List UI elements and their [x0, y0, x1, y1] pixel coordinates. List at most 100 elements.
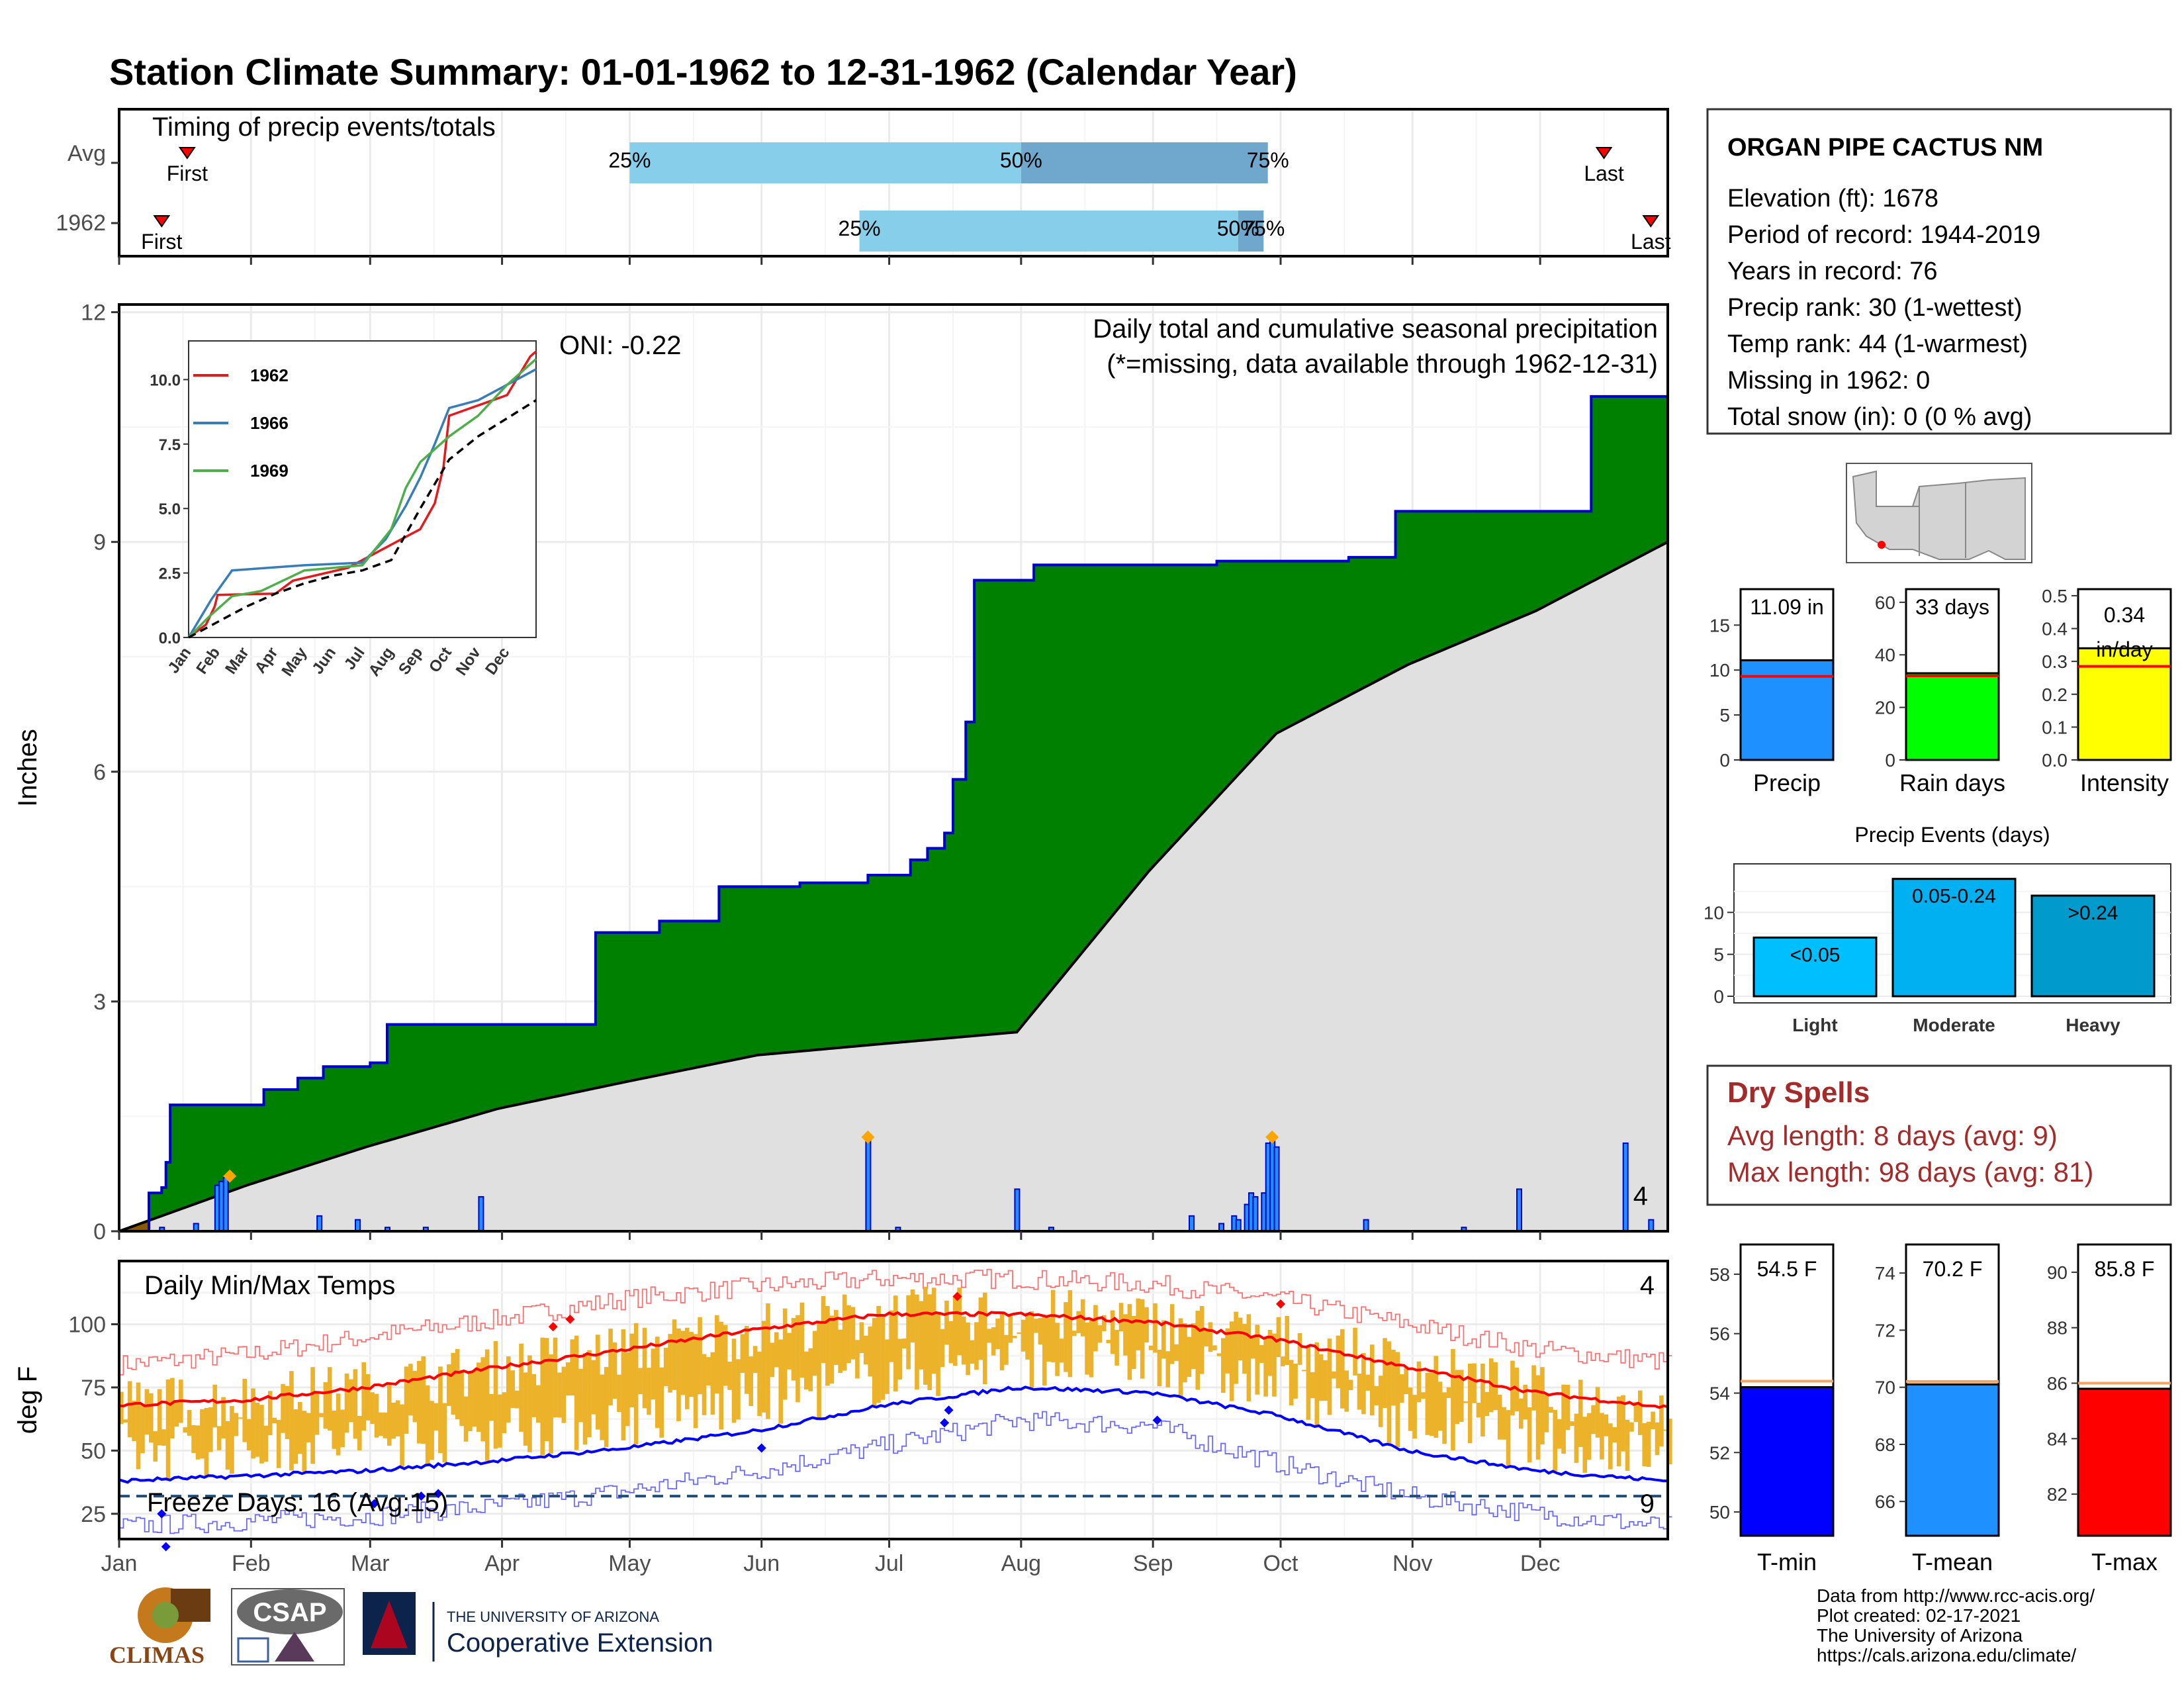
daily-temp-bar: [1216, 1353, 1222, 1356]
daily-temp-bar: [1433, 1356, 1439, 1438]
daily-temp-bar: [1161, 1320, 1166, 1359]
month-label: Jun: [743, 1551, 780, 1576]
daily-temp-bar: [761, 1321, 766, 1413]
precip-anomaly-segment: [854, 882, 860, 1047]
daily-temp-bar: [749, 1356, 754, 1407]
precip-anomaly-segment: [1059, 564, 1064, 982]
daily-temp-bar: [1467, 1364, 1473, 1444]
timing-last-label: Last: [1631, 230, 1671, 254]
daily-temp-bar: [1314, 1342, 1320, 1426]
precip-anomaly-segment: [795, 886, 801, 1053]
events-y-tick-label: 10: [1704, 902, 1724, 923]
daily-temp-bar: [1549, 1407, 1553, 1413]
daily-temp-bar: [1093, 1305, 1098, 1352]
daily-temp-bar: [531, 1374, 537, 1417]
precip-anomaly-segment: [1068, 564, 1073, 971]
summary-y-tick-label: 0.0: [2042, 750, 2068, 771]
daily-temp-bar: [978, 1297, 983, 1360]
precip-anomaly-segment: [765, 886, 771, 1055]
precip-anomaly-segment: [574, 1024, 579, 1094]
inset-normal-line: [188, 399, 537, 639]
events-bar-label: <0.05: [1790, 944, 1841, 966]
temp-y-tick-label: 70: [1875, 1378, 1895, 1398]
precip-anomaly-segment: [727, 886, 733, 1062]
daily-temp-bar: [200, 1409, 205, 1459]
timing-bar-50-75: [1238, 211, 1264, 252]
temp-value-label: 54.5 F: [1757, 1257, 1817, 1281]
footer-line: Data from http://www.rcc-acis.org/: [1817, 1585, 2095, 1606]
precip-anomaly-segment: [825, 882, 831, 1050]
precip-anomaly-segment: [1348, 557, 1353, 696]
precip-anomaly-segment: [212, 1104, 218, 1198]
precip-anomaly-segment: [1250, 561, 1255, 762]
summary-y-tick-label: 15: [1709, 615, 1730, 635]
inset-series-1969: [187, 357, 537, 639]
precip-anomaly-segment: [1336, 561, 1341, 703]
daily-temp-bar: [1263, 1336, 1268, 1397]
precip-anomaly-segment: [612, 932, 617, 1086]
daily-temp-bar: [459, 1370, 464, 1427]
precip-anomaly-segment: [174, 1104, 179, 1212]
precip-anomaly-segment: [680, 920, 686, 1072]
daily-temp-bar: [1540, 1367, 1545, 1445]
precip-anomaly-segment: [544, 1024, 549, 1100]
precip-anomaly-segment: [1416, 510, 1422, 662]
precip-anomaly-segment: [395, 1024, 400, 1139]
precip-anomaly-segment: [523, 1024, 528, 1104]
summary-y-tick-label: 0.5: [2042, 586, 2068, 606]
precip-anomaly-segment: [255, 1104, 260, 1184]
daily-temp-bar: [514, 1390, 520, 1409]
precip-anomaly-segment: [365, 1066, 371, 1148]
precip-anomaly-segment: [1331, 561, 1337, 706]
precip-anomaly-segment: [1437, 510, 1443, 653]
record-low-envelope: [119, 1411, 1672, 1534]
timing-p75-label: 75%: [1247, 148, 1289, 172]
temp-bar-label: T-mean: [1912, 1548, 1993, 1575]
precip-anomaly-segment: [1148, 564, 1154, 872]
daily-temp-bar: [600, 1374, 605, 1440]
daily-temp-bar: [625, 1352, 630, 1427]
precip-anomaly-segment: [480, 1024, 486, 1115]
precip-anomaly-segment: [821, 882, 826, 1050]
events-category-label: Light: [1792, 1015, 1837, 1035]
precip-anomaly-segment: [1203, 564, 1209, 813]
inset-y-tick-label: 2.5: [159, 565, 181, 583]
daily-temp-bar: [1297, 1333, 1302, 1365]
precip-anomaly-segment: [1633, 396, 1639, 561]
precip-anomaly-segment: [1535, 510, 1541, 612]
events-bar-Light: [1752, 936, 1878, 998]
precip-anomaly-segment: [488, 1024, 494, 1112]
daily-temp-bar: [191, 1425, 196, 1454]
daily-temp-bar: [566, 1362, 570, 1396]
record-high-count: 4: [1640, 1271, 1655, 1300]
precip-anomaly-segment: [756, 886, 762, 1056]
precip-anomaly-segment: [463, 1024, 469, 1119]
precip-anomaly-segment: [905, 874, 911, 1043]
daily-precip-bar: [316, 1215, 323, 1232]
summary-value-label: 11.09 in: [1750, 595, 1824, 619]
precip-anomaly-segment: [561, 1024, 567, 1096]
daily-temp-bar: [838, 1329, 843, 1374]
daily-temp-bar: [230, 1406, 234, 1474]
precip-anomaly-segment: [1254, 561, 1260, 757]
summary-bar-Rain days: [1905, 672, 2000, 761]
inset-y-tick-label: 5.0: [159, 500, 181, 518]
daily-temp-bar: [987, 1329, 992, 1343]
daily-temp-bar: [999, 1313, 1005, 1371]
record-low-marker: [161, 1542, 171, 1552]
timing-p50-label: 50%: [1217, 216, 1259, 240]
daily-temp-bar: [1370, 1344, 1375, 1416]
timing-last-marker: [1595, 147, 1613, 160]
precip-anomaly-segment: [850, 882, 856, 1047]
timing-bar-25-50: [859, 211, 1238, 252]
temp-y-tick-label: 25: [81, 1502, 106, 1527]
precip-anomaly-segment: [723, 886, 728, 1062]
precip-anomaly-segment: [204, 1104, 209, 1201]
heavy-event-marker: [861, 1130, 875, 1144]
station-info-line: Period of record: 1944-2019: [1727, 221, 2040, 249]
precip-anomaly-segment: [1042, 564, 1047, 1002]
daily-temp-bar: [1600, 1413, 1604, 1460]
precip-anomaly-segment: [807, 882, 813, 1051]
daily-temp-bar: [1638, 1390, 1643, 1435]
daily-temp-bar: [715, 1315, 719, 1394]
